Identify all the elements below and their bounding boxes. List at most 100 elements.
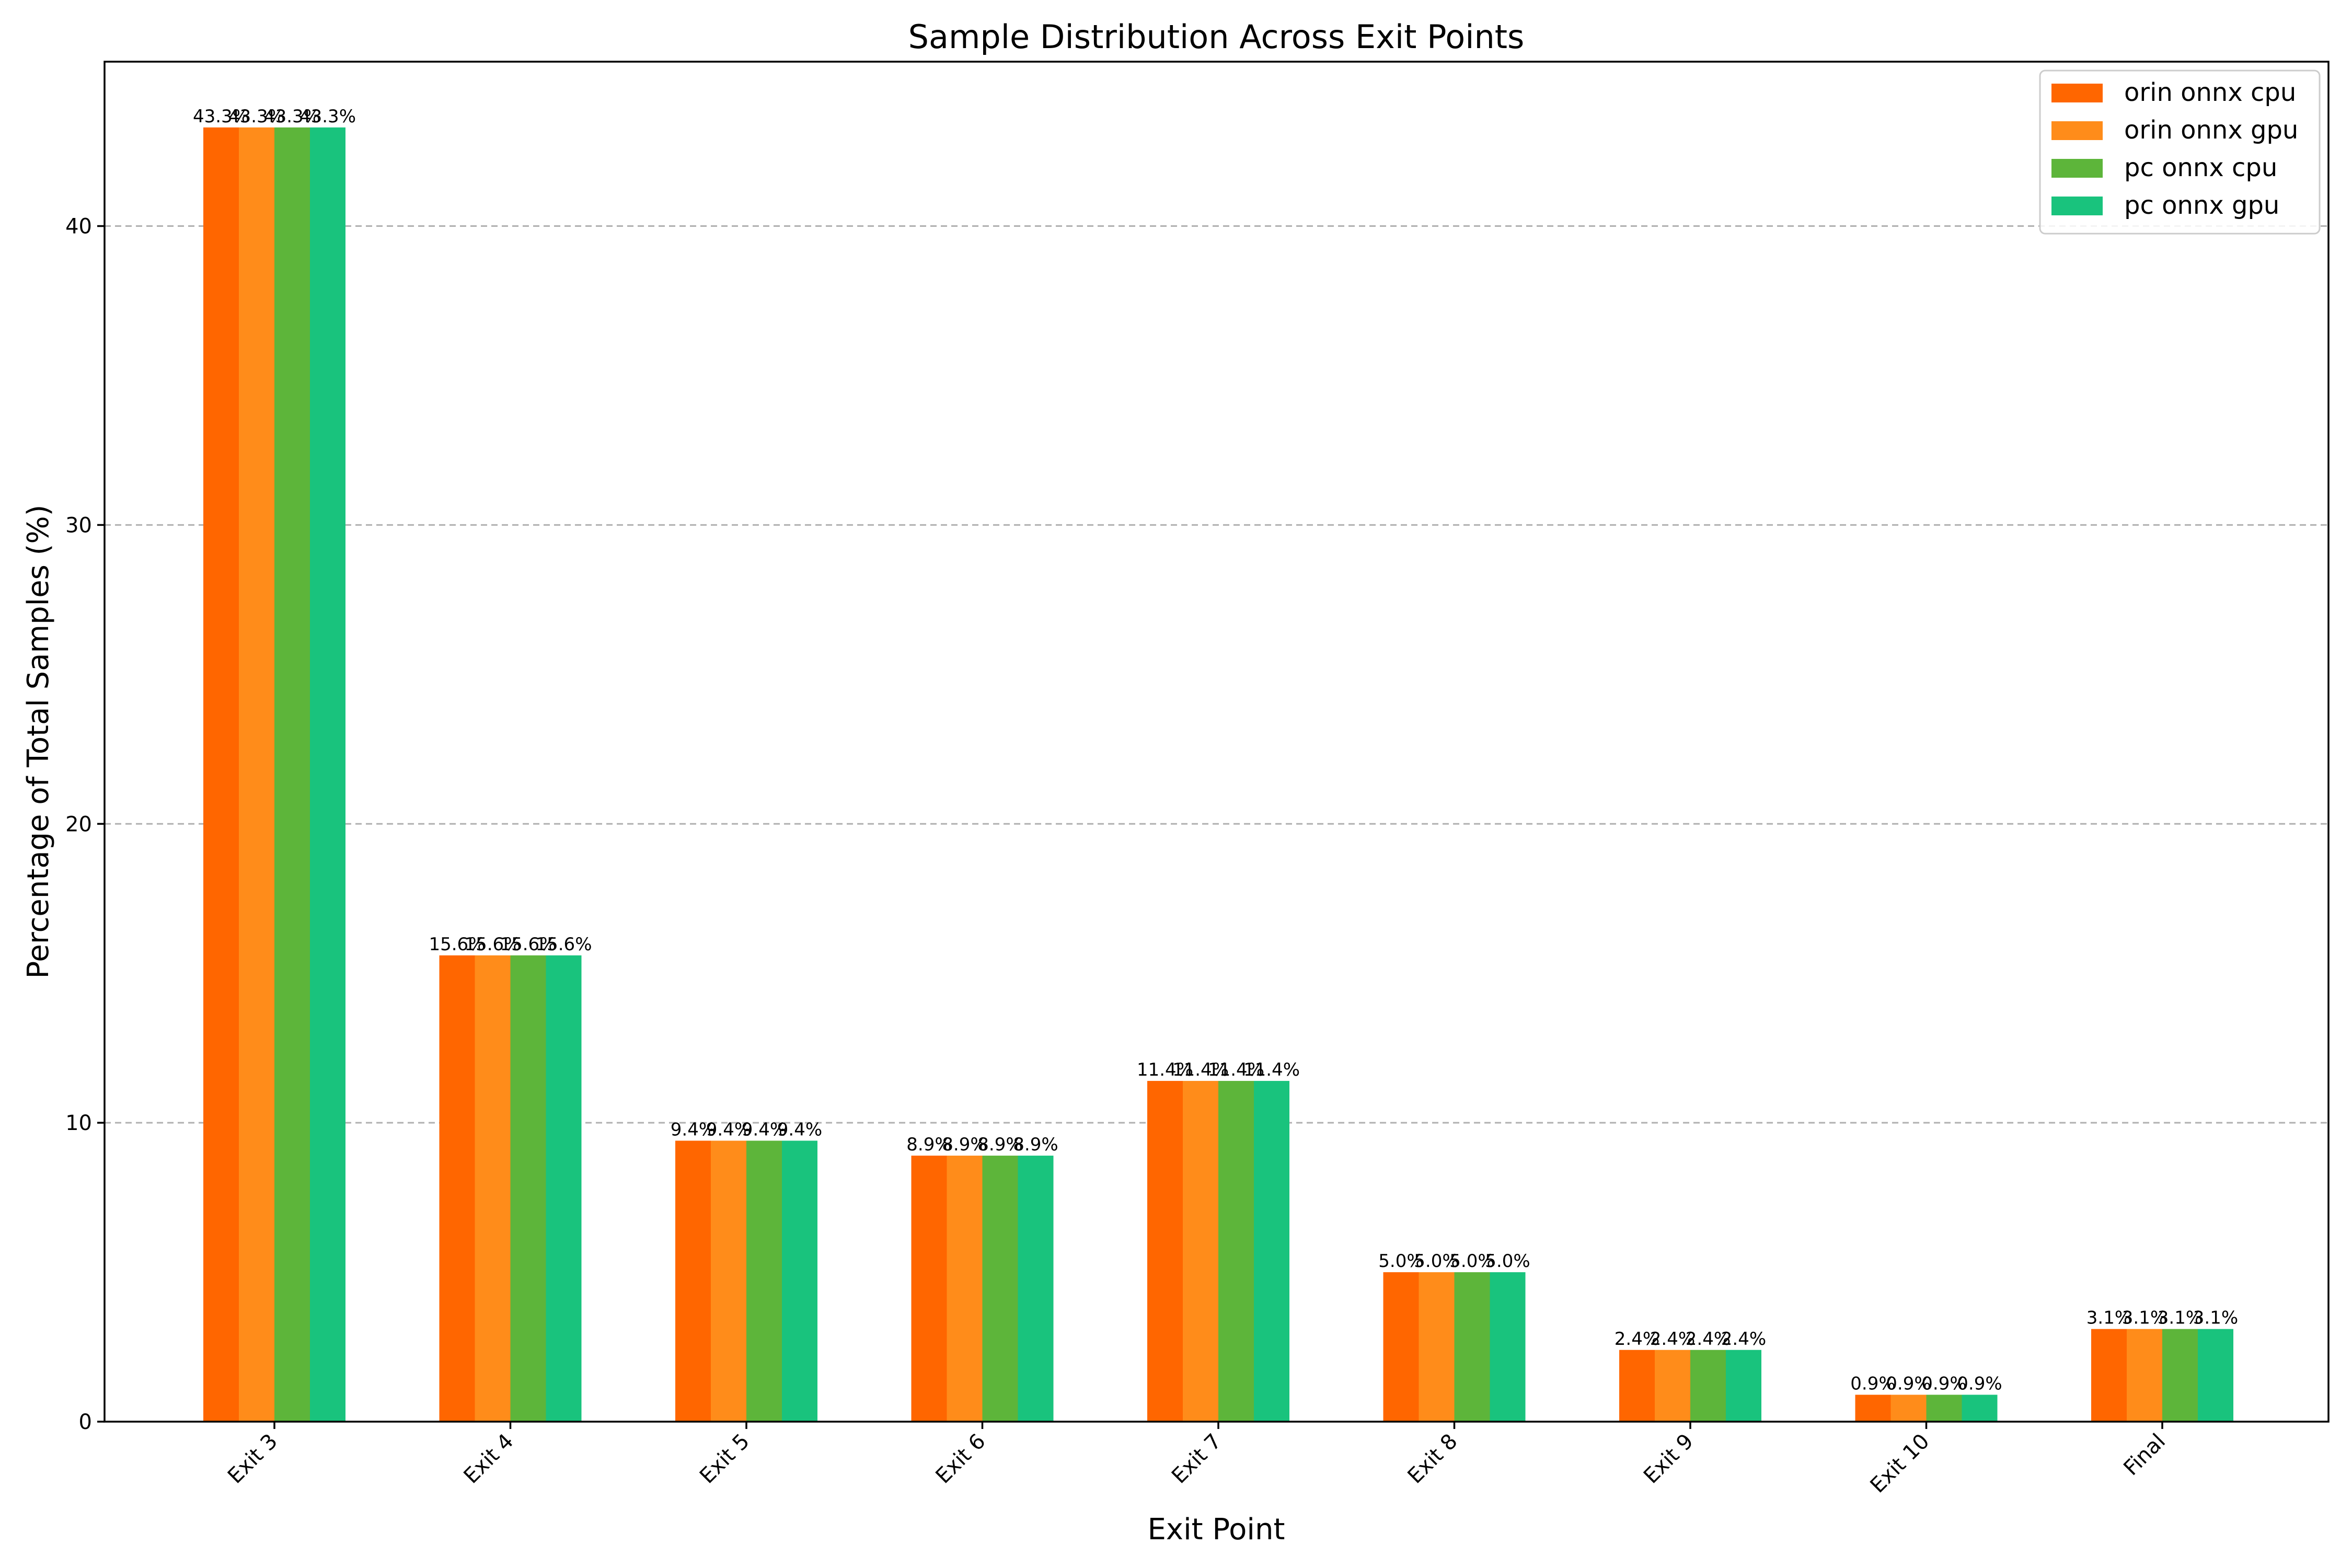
bar-exit-9-pc-onnx-cpu [1690,1350,1726,1422]
bar-exit-7-orin-onnx-cpu [1147,1081,1183,1422]
bar-exit-3-orin-onnx-gpu [239,127,274,1422]
bar-exit-6-orin-onnx-gpu [947,1156,983,1422]
x-tick-label-final: Final [2119,1429,2170,1481]
bar-exit-10-pc-onnx-gpu [1962,1394,1998,1422]
data-label-exit-4-pc-onnx-cpu: 15.6% [500,934,556,955]
x-tick-label-exit-4: Exit 4 [459,1429,518,1489]
bars [203,127,2233,1422]
bar-exit-4-orin-onnx-gpu [475,955,511,1422]
data-label-final-orin-onnx-gpu: 3.1% [2122,1308,2167,1329]
data-labels: 43.3%43.3%43.3%43.3%15.6%15.6%15.6%15.6%… [193,106,2238,1394]
data-label-exit-3-orin-onnx-gpu: 43.3% [228,106,285,127]
data-label-exit-4-pc-onnx-gpu: 15.6% [535,934,592,955]
data-label-final-pc-onnx-cpu: 3.1% [2158,1308,2203,1329]
bar-exit-6-orin-onnx-cpu [911,1156,947,1422]
data-label-exit-9-orin-onnx-cpu: 2.4% [1615,1329,1659,1350]
data-label-exit-8-pc-onnx-cpu: 5.0% [1449,1251,1494,1272]
x-tick-label-exit-3: Exit 3 [223,1429,282,1489]
bar-exit-5-orin-onnx-cpu [675,1140,711,1422]
legend: orin onnx cpu orin onnx gpu pc onnx cpu pc … [2039,70,2321,235]
data-label-exit-7-pc-onnx-cpu: 11.4% [1208,1059,1264,1080]
grid-lines [105,225,2328,1124]
data-label-exit-8-orin-onnx-gpu: 5.0% [1414,1251,1459,1272]
data-label-exit-9-pc-onnx-gpu: 2.4% [1721,1329,1766,1350]
data-label-exit-6-pc-onnx-gpu: 8.9% [1013,1134,1058,1155]
x-tick-label-exit-9: Exit 9 [1639,1429,1698,1489]
bar-exit-7-orin-onnx-gpu [1183,1081,1218,1422]
data-label-exit-5-pc-onnx-cpu: 9.4% [742,1119,787,1140]
x-tick-label-exit-5: Exit 5 [695,1429,754,1489]
data-label-final-orin-onnx-cpu: 3.1% [2086,1308,2131,1329]
data-label-exit-5-pc-onnx-gpu: 9.4% [777,1119,822,1140]
x-tick-label-exit-10: Exit 10 [1866,1429,1934,1498]
data-label-exit-10-pc-onnx-gpu: 0.9% [1957,1374,2002,1394]
data-label-exit-10-orin-onnx-gpu: 0.9% [1886,1374,1931,1394]
legend-swatch-pc-onnx-gpu [2051,197,2103,215]
x-tick-label-exit-6: Exit 6 [931,1429,990,1489]
bar-exit-7-pc-onnx-gpu [1254,1081,1289,1422]
data-label-exit-5-orin-onnx-gpu: 9.4% [706,1119,751,1140]
data-label-exit-5-orin-onnx-cpu: 9.4% [671,1119,716,1140]
y-tick-label-10: 10 [65,1111,92,1135]
data-label-exit-9-pc-onnx-cpu: 2.4% [1686,1329,1731,1350]
legend-swatch-orin-onnx-cpu [2051,84,2103,102]
x-axis-label: Exit Point [1148,1513,1285,1547]
legend-label-orin-onnx-cpu: orin onnx cpu [2124,78,2296,107]
data-label-exit-3-orin-onnx-cpu: 43.3% [193,106,249,127]
data-label-exit-3-pc-onnx-gpu: 43.3% [299,106,356,127]
data-label-exit-7-pc-onnx-gpu: 11.4% [1243,1059,1300,1080]
bar-exit-7-pc-onnx-cpu [1218,1081,1254,1422]
data-label-exit-7-orin-onnx-cpu: 11.4% [1137,1059,1193,1080]
data-label-exit-4-orin-onnx-cpu: 15.6% [429,934,485,955]
bar-exit-10-orin-onnx-gpu [1890,1394,1927,1422]
bar-exit-3-pc-onnx-gpu [310,127,345,1422]
data-label-exit-6-orin-onnx-cpu: 8.9% [906,1134,951,1155]
bar-exit-5-pc-onnx-gpu [782,1140,817,1422]
bar-exit-9-pc-onnx-gpu [1726,1350,1761,1422]
bar-exit-4-pc-onnx-cpu [510,955,546,1422]
bar-exit-4-pc-onnx-gpu [546,955,582,1422]
bar-exit-3-pc-onnx-cpu [274,127,310,1422]
bar-exit-8-pc-onnx-cpu [1454,1272,1490,1422]
bar-exit-5-pc-onnx-cpu [746,1140,782,1422]
data-label-exit-6-pc-onnx-cpu: 8.9% [977,1134,1022,1155]
data-label-exit-8-pc-onnx-gpu: 5.0% [1485,1251,1530,1272]
bar-exit-4-orin-onnx-cpu [439,955,475,1422]
bar-exit-10-pc-onnx-cpu [1926,1394,1962,1422]
plot-frame [103,61,2330,1423]
legend-swatch-pc-onnx-cpu [2051,159,2103,178]
data-label-exit-6-orin-onnx-gpu: 8.9% [942,1134,987,1155]
chart-title: Sample Distribution Across Exit Points [908,18,1525,56]
x-tick-label-exit-7: Exit 7 [1167,1429,1226,1489]
data-label-exit-10-orin-onnx-cpu: 0.9% [1850,1374,1895,1394]
bar-exit-10-orin-onnx-cpu [1855,1394,1891,1422]
bar-exit-8-pc-onnx-gpu [1490,1272,1526,1422]
bar-exit-9-orin-onnx-cpu [1619,1350,1655,1422]
data-label-exit-8-orin-onnx-cpu: 5.0% [1378,1251,1423,1272]
legend-box [2039,70,2321,235]
bar-final-pc-onnx-gpu [2198,1329,2233,1422]
x-axis-ticks: Exit 3 Exit 4 Exit 5 Exit 6 Exit 7 Exit 8 Exit… [223,1422,2170,1498]
legend-label-orin-onnx-gpu: orin onnx gpu [2124,116,2298,145]
data-label-exit-3-pc-onnx-cpu: 43.3% [264,106,320,127]
y-axis-ticks: 0 10 20 30 40 [65,215,105,1434]
bar-exit-6-pc-onnx-cpu [982,1156,1018,1422]
legend-label-pc-onnx-cpu: pc onnx cpu [2124,153,2277,182]
bar-final-orin-onnx-gpu [2127,1329,2162,1422]
data-label-exit-10-pc-onnx-cpu: 0.9% [1921,1374,1966,1394]
bar-exit-9-orin-onnx-gpu [1655,1350,1690,1422]
y-tick-label-0: 0 [79,1410,92,1434]
data-label-exit-4-orin-onnx-gpu: 15.6% [464,934,521,955]
bar-exit-3-orin-onnx-cpu [203,127,239,1422]
bar-exit-8-orin-onnx-gpu [1419,1272,1455,1422]
y-axis-label: Percentage of Total Samples (%) [21,504,55,978]
bar-exit-6-pc-onnx-gpu [1018,1156,1054,1422]
bar-exit-5-orin-onnx-gpu [711,1140,746,1422]
bar-final-pc-onnx-cpu [2162,1329,2198,1422]
legend-label-pc-onnx-gpu: pc onnx gpu [2124,191,2279,220]
bar-exit-8-orin-onnx-cpu [1383,1272,1419,1422]
y-tick-label-40: 40 [65,215,92,239]
legend-swatch-orin-onnx-gpu [2051,121,2103,140]
bar-final-orin-onnx-cpu [2091,1329,2127,1422]
